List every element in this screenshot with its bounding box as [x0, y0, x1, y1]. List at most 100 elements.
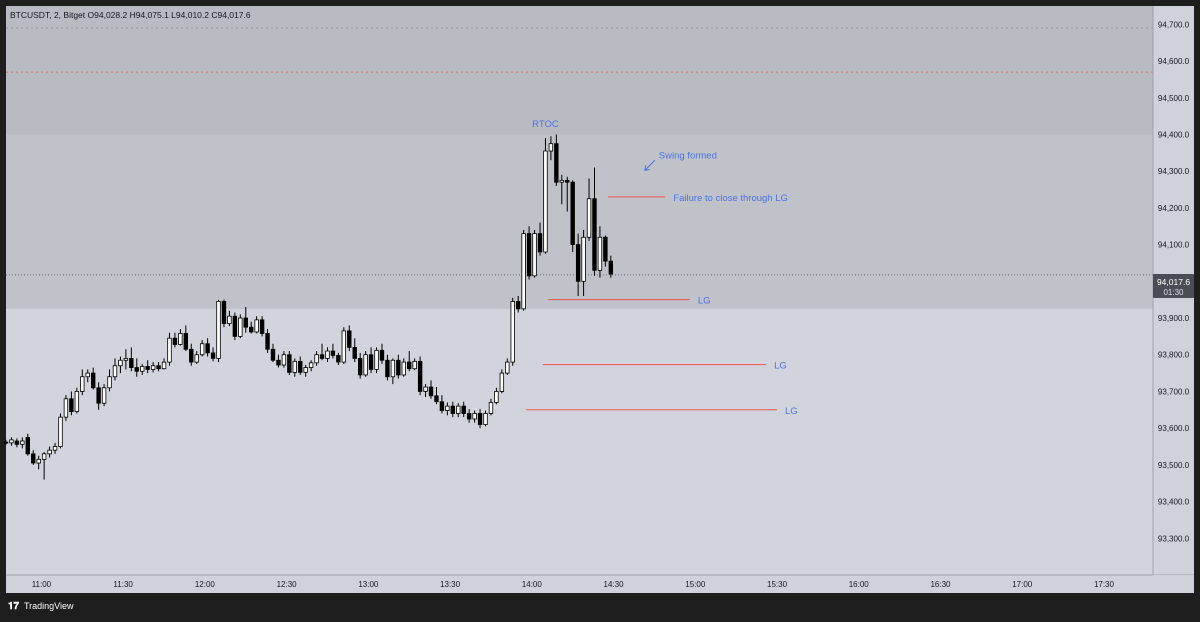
candle-body [581, 236, 586, 282]
candle [586, 178, 592, 241]
candle-body [63, 398, 69, 418]
symbol-name[interactable]: BTCUSDT [10, 10, 50, 20]
candle [336, 352, 341, 366]
candle-body [379, 349, 385, 361]
candle-body [123, 358, 129, 361]
candle [298, 356, 303, 375]
candle [559, 174, 564, 205]
candle-body [80, 376, 85, 392]
candle-body [499, 372, 505, 392]
candle [199, 340, 205, 357]
candle-body [521, 233, 526, 310]
time-axis[interactable] [6, 575, 1153, 593]
candle-body [14, 440, 20, 445]
candle-body [259, 319, 265, 334]
candle [189, 343, 194, 366]
price-tick-label: 93,900.0 [1158, 314, 1190, 323]
candle [374, 347, 379, 374]
candle-body [36, 458, 41, 464]
candle-body [140, 366, 145, 372]
candle-body [352, 346, 357, 359]
candle [445, 402, 450, 416]
candle-body [303, 367, 308, 373]
candle-body [597, 236, 603, 271]
candle-body [243, 317, 248, 328]
candle [575, 233, 581, 297]
candle [265, 329, 270, 353]
axis-corner [1153, 575, 1194, 593]
price-tick-label: 94,500.0 [1158, 94, 1190, 103]
candle-body [319, 354, 325, 359]
candle-body [20, 440, 25, 445]
candle-body [325, 350, 330, 359]
candle [428, 380, 434, 399]
candle [439, 395, 445, 414]
candle-body [210, 352, 216, 359]
candle-body [357, 358, 363, 376]
candle [221, 299, 227, 328]
candle-body [25, 436, 30, 455]
candle [515, 296, 521, 313]
candle-body [603, 236, 608, 262]
candle [537, 222, 543, 256]
candle [570, 180, 575, 252]
candle [238, 314, 243, 339]
candle-body [281, 354, 287, 366]
candle [396, 354, 401, 379]
candle-body [249, 326, 254, 333]
price-tick-label: 94,400.0 [1158, 130, 1190, 139]
candle-body [254, 319, 259, 333]
price-tick-label: 93,300.0 [1158, 534, 1190, 543]
candle-body [396, 359, 401, 376]
price-tick-label: 93,500.0 [1158, 461, 1190, 470]
candle [401, 358, 406, 377]
candle-body [167, 337, 172, 363]
upper-zone [6, 134, 1153, 309]
candle-body [199, 343, 205, 356]
lg-label: LG [785, 406, 798, 417]
candle-body [112, 365, 118, 378]
candle [363, 351, 368, 377]
candle-body [592, 198, 597, 271]
header-legend: BTCUSDT, 2, Bitget O94,028.2 H94,075.1 L… [10, 10, 251, 20]
brand-label: TradingView [24, 601, 74, 611]
time-tick-label: 16:00 [849, 580, 870, 589]
annotation-text: Failure to close through LG [673, 193, 788, 204]
candle [379, 343, 385, 364]
time-tick-label: 11:30 [113, 580, 133, 589]
time-tick-label: 13:30 [440, 580, 461, 589]
candle [385, 354, 390, 381]
candle-body [156, 365, 161, 370]
candle [47, 446, 52, 458]
candle [330, 343, 336, 359]
candle [194, 351, 199, 364]
candle-body [347, 330, 352, 348]
candle [254, 316, 259, 334]
candle [140, 363, 145, 375]
candle-body [363, 354, 368, 376]
candle [178, 329, 183, 346]
time-tick-label: 14:00 [522, 580, 543, 589]
candle [461, 401, 466, 418]
price-tick-label: 94,300.0 [1158, 167, 1190, 176]
candle-body [3, 441, 9, 444]
tradingview-logo[interactable]: 𝟏𝟕 TradingView [8, 601, 74, 612]
last-price-label: 94,017.6 01:30 [1153, 274, 1194, 298]
candle-body [85, 372, 90, 378]
candle-body [526, 233, 532, 277]
candle [341, 327, 347, 364]
candle-body [161, 361, 167, 370]
candle [205, 338, 210, 357]
candle-body [445, 405, 450, 411]
candle [232, 312, 238, 341]
interval-label[interactable]: 2 [54, 10, 59, 20]
time-tick-label: 14:30 [604, 580, 625, 589]
candle [554, 134, 559, 186]
price-tick-label: 93,800.0 [1158, 351, 1190, 360]
candle [287, 351, 292, 375]
candle-body [221, 301, 227, 324]
candle-body [570, 181, 575, 246]
candle-body [423, 386, 428, 392]
candle-body [90, 372, 96, 389]
